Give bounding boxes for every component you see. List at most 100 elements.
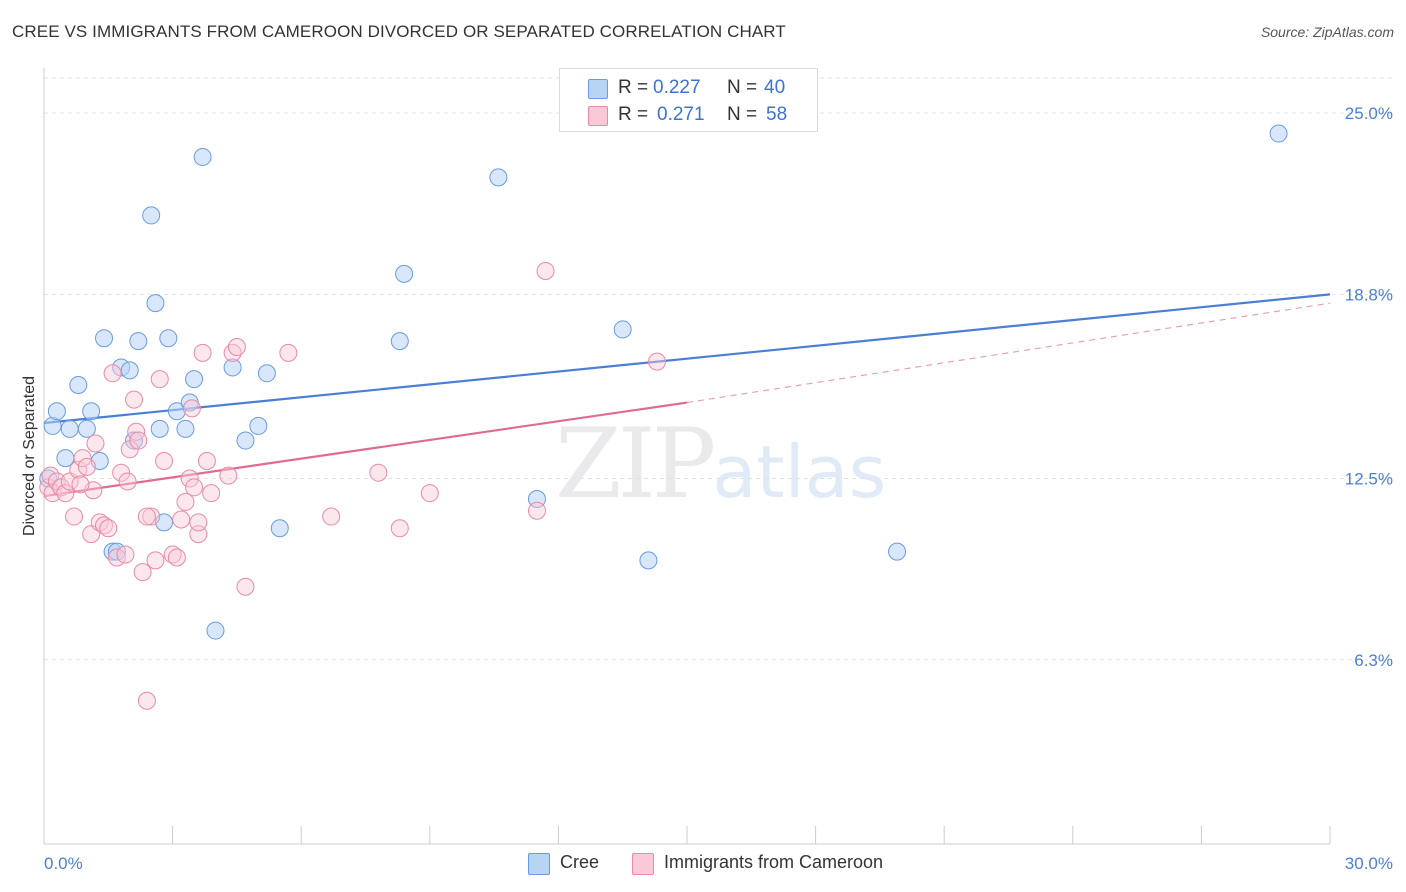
legend: R = 0.227 N = 40 R = 0.271 N = 58 (559, 68, 818, 132)
y-tick-label: 6.3% (1354, 651, 1393, 670)
point-cameroon (236, 577, 255, 596)
point-cameroon (219, 466, 238, 485)
point-cree (185, 370, 204, 389)
point-cree (1269, 124, 1288, 143)
point-cameroon (116, 545, 135, 564)
x-tick-label: 0.0% (44, 854, 83, 873)
point-cameroon (180, 469, 199, 488)
point-cree (69, 375, 88, 394)
point-cree (129, 332, 148, 351)
point-cameroon (71, 475, 90, 494)
point-cree (236, 431, 255, 450)
axes (43, 68, 1331, 845)
point-cameroon (193, 343, 212, 362)
point-cameroon (536, 261, 555, 280)
point-cree (142, 206, 161, 225)
bottom-legend-swatch-cameroon (632, 853, 654, 875)
point-cameroon (77, 457, 96, 476)
bottom-legend-swatch-cree (528, 853, 550, 875)
watermark-zip: ZIP (555, 408, 716, 520)
point-cree (888, 542, 907, 561)
point-cameroon (142, 507, 161, 526)
legend-n-label: N = (727, 77, 758, 98)
y-tick-label: 18.8% (1345, 285, 1393, 304)
trend-line-cameroon (43, 401, 688, 498)
point-cree (167, 402, 186, 421)
point-cree (206, 621, 225, 640)
trend-lines (43, 293, 1331, 498)
point-cree (47, 402, 66, 421)
point-cameroon (150, 370, 169, 389)
point-cameroon (112, 463, 131, 482)
source-credit: Source: ZipAtlas.com (1260, 24, 1394, 40)
trend-extension-cameroon (686, 302, 1331, 404)
point-cameroon (189, 513, 208, 532)
bottom-legend-label-cameroon: Immigrants from Cameroon (664, 852, 884, 872)
point-cameroon (73, 449, 92, 468)
bottom-legend-label-cree: Cree (560, 852, 600, 872)
x-tick-label: 30.0% (1345, 854, 1393, 873)
point-cameroon (118, 472, 137, 491)
point-cree (613, 320, 632, 339)
grid-lines (44, 77, 1394, 661)
watermark: ZIPatlas (555, 408, 886, 520)
point-cameroon (390, 519, 409, 538)
point-cameroon (182, 399, 201, 418)
point-cameroon (137, 507, 156, 526)
point-cameroon (125, 390, 144, 409)
point-cameroon (279, 343, 298, 362)
point-cameroon (56, 484, 75, 503)
point-cree (395, 264, 414, 283)
point-cameroon (647, 352, 666, 371)
point-cameroon (197, 452, 216, 470)
point-cameroon (103, 364, 122, 383)
y-tick-label: 12.5% (1345, 470, 1393, 489)
legend-r-label: R = (618, 104, 649, 125)
legend-swatch-cree (588, 79, 608, 99)
point-cameroon (527, 501, 546, 520)
legend-r-value-cameroon: 0.271 (657, 104, 705, 125)
point-cameroon (133, 563, 152, 582)
point-cree (257, 364, 276, 383)
data-points (39, 124, 1288, 710)
point-cree (390, 332, 409, 351)
point-cree (489, 168, 508, 187)
point-cree (223, 358, 242, 377)
trend-line-cree (43, 293, 1331, 425)
point-cameroon (420, 484, 439, 503)
point-cree (249, 416, 268, 435)
point-cree (150, 419, 169, 438)
point-cameroon (137, 691, 156, 710)
point-cameroon (127, 422, 146, 441)
legend-n-label: N = (727, 104, 758, 125)
point-cameroon (155, 452, 174, 470)
point-cameroon (86, 434, 105, 453)
point-cree (60, 419, 79, 438)
point-cree (77, 419, 96, 438)
point-cameroon (167, 548, 186, 567)
point-cree (193, 147, 212, 166)
point-cree (159, 329, 178, 348)
point-cree (176, 419, 195, 438)
point-cree (146, 294, 165, 313)
point-cameroon (369, 463, 388, 482)
point-cameroon (202, 484, 221, 503)
point-cameroon (129, 431, 148, 450)
y-tick-label: 25.0% (1345, 104, 1393, 123)
point-cameroon (65, 507, 84, 526)
point-cree (95, 329, 114, 348)
watermark-atlas: atlas (712, 430, 887, 514)
point-cree (639, 551, 658, 570)
chart-title: CREE VS IMMIGRANTS FROM CAMEROON DIVORCE… (12, 22, 786, 41)
point-cree (270, 519, 289, 538)
legend-r-label: R = (618, 77, 649, 98)
point-cree (125, 431, 144, 450)
y-axis-label: Divorced or Separated (21, 376, 38, 536)
legend-n-value-cree: 40 (764, 77, 786, 98)
point-cree (82, 402, 101, 421)
point-cameroon (146, 551, 165, 570)
point-cree (120, 361, 139, 380)
point-cameroon (185, 478, 204, 497)
legend-swatch-cameroon (588, 106, 608, 126)
